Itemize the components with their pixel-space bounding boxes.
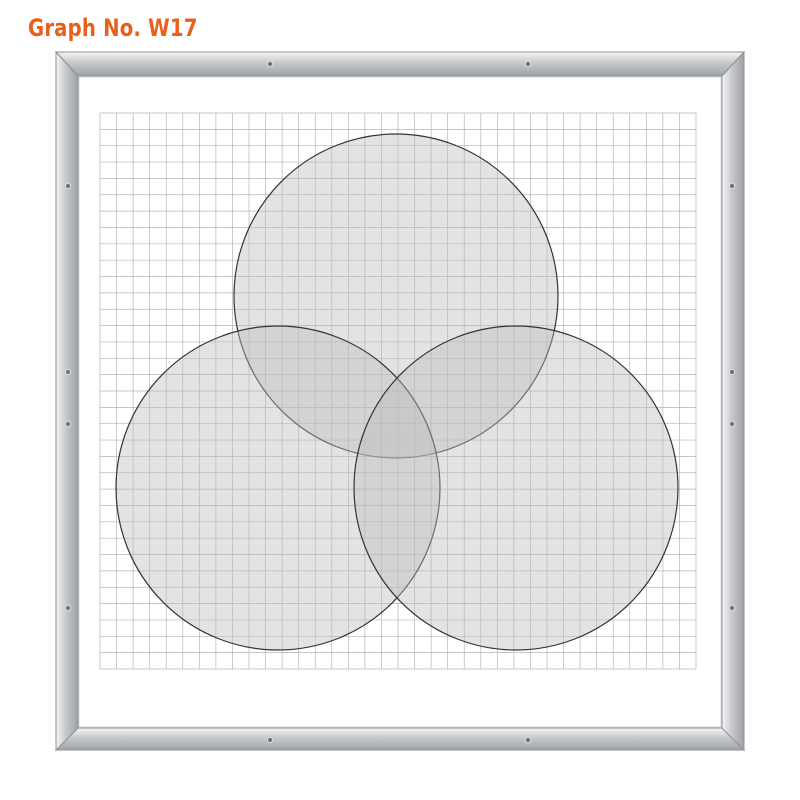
screw-icon (729, 605, 736, 612)
screw-icon (65, 605, 72, 612)
screw-icon (729, 368, 736, 375)
screw-icon (65, 182, 72, 189)
screw-icon (266, 61, 273, 68)
venn-diagram (115, 133, 679, 651)
screw-icon (525, 61, 532, 68)
frame-right (721, 50, 745, 752)
screw-icon (729, 182, 736, 189)
screw-icon (729, 420, 736, 427)
venn-circle-top (233, 133, 559, 459)
frame-left (55, 50, 79, 752)
screw-icon (65, 420, 72, 427)
screw-icon (266, 737, 273, 744)
frame-border (54, 50, 746, 752)
frame-bottom (54, 727, 746, 751)
graph-grid (99, 112, 697, 670)
screw-icon (65, 368, 72, 375)
board-surface (78, 76, 722, 728)
frame-screws (65, 61, 736, 744)
venn-circle-left (115, 325, 441, 651)
screw-icon (525, 737, 532, 744)
frame-top (54, 51, 746, 77)
venn-circle-right (353, 325, 679, 651)
graph-title: Graph No. W17 (28, 14, 198, 42)
